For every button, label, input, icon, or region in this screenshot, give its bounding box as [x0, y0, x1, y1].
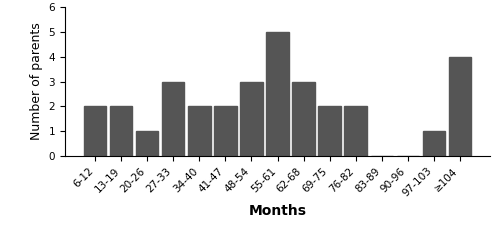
- Bar: [188, 106, 210, 156]
- Bar: [448, 57, 470, 156]
- Bar: [84, 106, 106, 156]
- X-axis label: Months: Months: [248, 204, 306, 219]
- Bar: [214, 106, 236, 156]
- Bar: [162, 82, 184, 156]
- Bar: [266, 32, 288, 156]
- Bar: [344, 106, 366, 156]
- Bar: [136, 131, 158, 156]
- Y-axis label: Number of parents: Number of parents: [30, 23, 43, 140]
- Bar: [292, 82, 314, 156]
- Bar: [110, 106, 132, 156]
- Bar: [318, 106, 340, 156]
- Bar: [422, 131, 444, 156]
- Bar: [240, 82, 262, 156]
